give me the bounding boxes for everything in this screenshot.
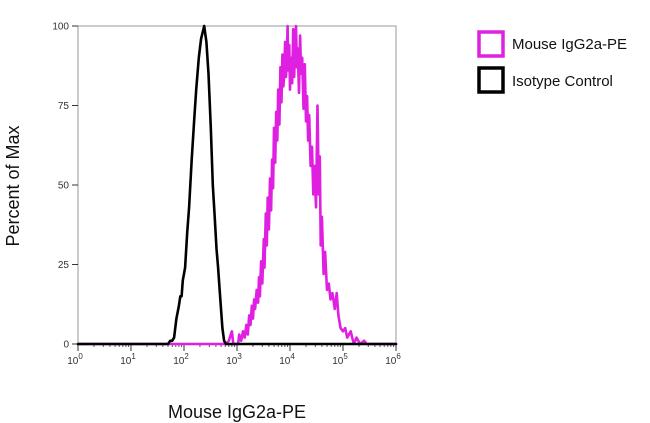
y-axis: 0 25 50 75 100 [52,22,78,351]
y-tick-label: 0 [63,340,69,351]
series-line-isotype-control [76,24,398,346]
series-line-mouse-igg2a-pe [76,24,398,346]
x-tick-label: 101 [120,352,136,367]
legend-label-mouse-igg2a-pe: Mouse IgG2a-PE [512,36,627,53]
x-tick-label: 104 [279,352,295,367]
series-layer [76,24,398,346]
legend: Mouse IgG2a-PE Isotype Control [477,30,627,94]
x-tick-label: 103 [226,352,242,367]
y-tick-label: 100 [52,22,69,33]
x-axis: 100 101 102 103 104 105 106 [67,344,401,367]
y-axis-title: Percent of Max [3,125,23,246]
legend-label-isotype-control: Isotype Control [512,73,613,90]
legend-swatch-isotype-control [477,66,505,94]
x-tick-label: 102 [173,352,189,367]
x-tick-label: 106 [385,352,401,367]
y-tick-label: 25 [58,260,70,271]
x-tick-label: 105 [332,352,348,367]
y-tick-label: 50 [58,181,70,192]
legend-swatch-mouse-igg2a-pe [477,30,505,58]
x-axis-title: Mouse IgG2a-PE [168,402,306,422]
x-tick-label: 100 [67,352,83,367]
legend-item-mouse-igg2a-pe: Mouse IgG2a-PE [477,30,627,58]
legend-item-isotype-control: Isotype Control [477,66,613,94]
y-tick-label: 75 [58,101,70,112]
plot-frame [77,25,397,345]
